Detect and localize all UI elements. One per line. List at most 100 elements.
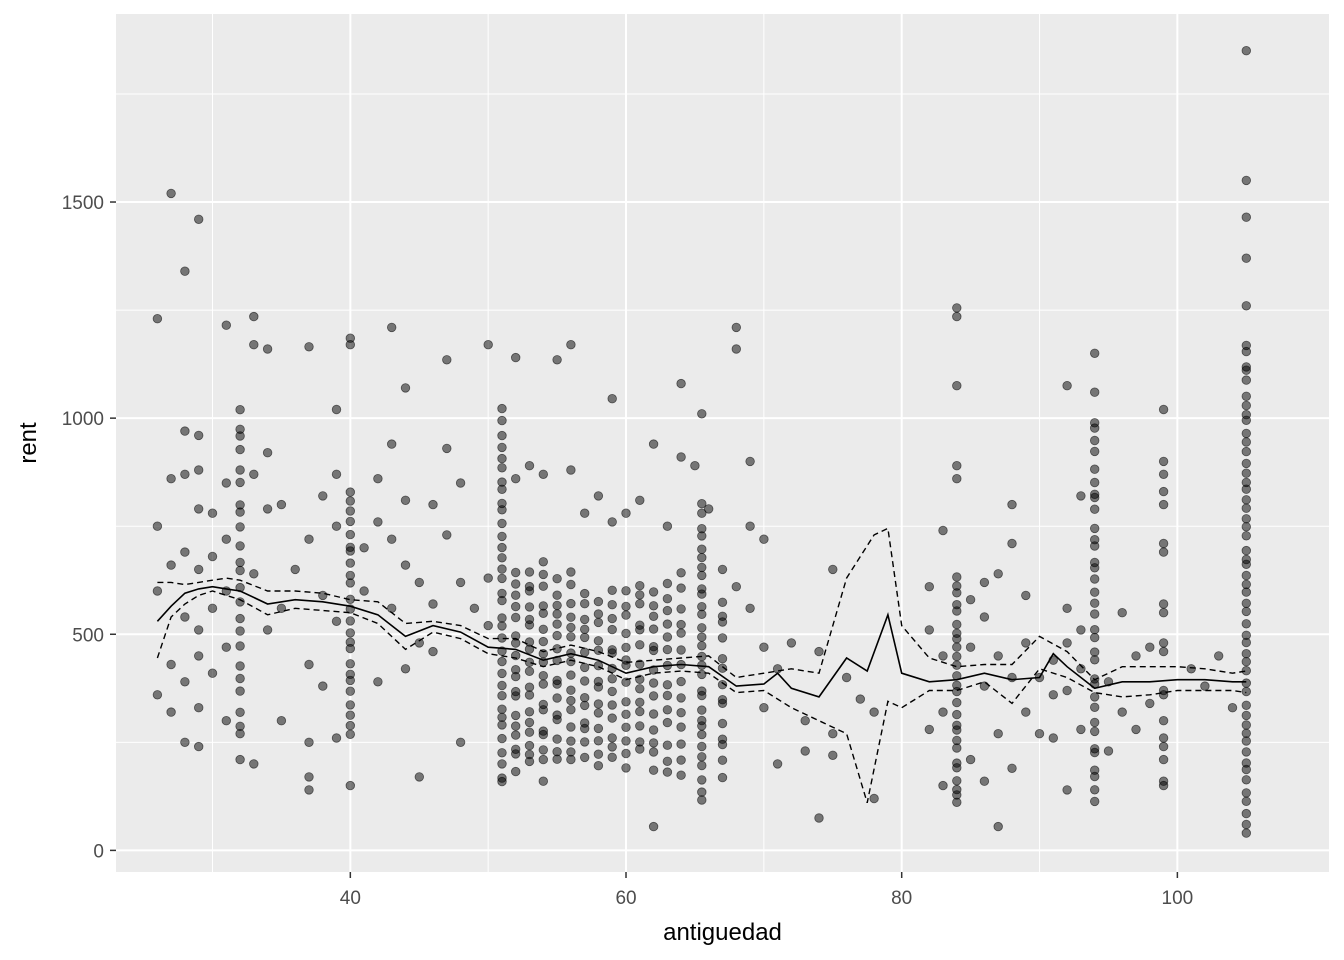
data-point bbox=[483, 573, 493, 583]
data-point bbox=[697, 524, 707, 534]
y-axis-title: rent bbox=[15, 422, 42, 464]
data-point bbox=[731, 582, 742, 592]
data-point bbox=[1131, 724, 1141, 735]
data-point bbox=[524, 740, 535, 751]
data-point bbox=[1021, 707, 1031, 717]
data-point bbox=[648, 611, 659, 622]
data-point bbox=[717, 654, 728, 664]
data-point bbox=[455, 478, 466, 488]
data-point bbox=[1241, 522, 1252, 532]
data-point bbox=[166, 560, 176, 570]
data-point bbox=[1241, 212, 1252, 222]
data-point bbox=[952, 776, 962, 786]
data-point bbox=[1241, 819, 1252, 830]
data-point bbox=[1158, 486, 1169, 497]
data-point bbox=[697, 795, 707, 805]
data-point bbox=[1089, 387, 1100, 397]
data-point bbox=[621, 601, 631, 612]
data-point bbox=[524, 707, 535, 717]
data-point bbox=[1241, 649, 1252, 659]
data-point bbox=[662, 690, 673, 701]
data-point bbox=[965, 642, 976, 652]
data-point bbox=[180, 612, 190, 622]
data-point bbox=[345, 710, 356, 720]
data-point bbox=[373, 517, 383, 527]
data-point bbox=[662, 756, 673, 767]
data-point bbox=[869, 793, 879, 804]
data-point bbox=[387, 603, 397, 614]
data-point bbox=[221, 642, 232, 652]
y-tick-label: 1500 bbox=[62, 193, 104, 214]
data-point bbox=[952, 720, 962, 731]
data-point bbox=[938, 707, 948, 717]
data-point bbox=[290, 564, 300, 575]
data-point bbox=[621, 628, 631, 639]
data-point bbox=[580, 737, 590, 747]
data-point bbox=[697, 499, 707, 509]
data-point bbox=[345, 542, 356, 553]
data-point bbox=[1076, 491, 1086, 501]
data-point bbox=[193, 741, 204, 752]
data-point bbox=[511, 601, 521, 612]
data-point bbox=[580, 718, 590, 728]
data-point bbox=[1007, 672, 1017, 683]
data-point bbox=[511, 766, 521, 777]
data-point bbox=[511, 590, 521, 600]
data-point bbox=[1089, 535, 1100, 545]
data-point bbox=[1062, 381, 1072, 391]
data-point bbox=[552, 630, 562, 641]
data-point bbox=[235, 707, 245, 718]
data-point bbox=[497, 748, 507, 758]
data-point bbox=[1241, 545, 1252, 556]
data-point bbox=[952, 709, 962, 720]
data-point bbox=[697, 544, 707, 554]
data-point bbox=[635, 697, 645, 708]
data-point bbox=[1241, 666, 1252, 676]
data-point bbox=[621, 677, 631, 687]
data-point bbox=[697, 741, 707, 752]
data-point bbox=[697, 508, 707, 518]
data-point bbox=[717, 755, 728, 765]
data-point bbox=[648, 747, 659, 757]
data-point bbox=[1007, 538, 1017, 549]
data-point bbox=[235, 626, 245, 636]
data-point bbox=[1241, 796, 1252, 807]
data-point bbox=[676, 645, 686, 655]
data-point bbox=[676, 452, 686, 462]
data-point bbox=[814, 646, 824, 657]
x-tick-label: 80 bbox=[891, 888, 912, 909]
data-point bbox=[676, 568, 686, 578]
data-point bbox=[552, 609, 562, 619]
data-point bbox=[235, 465, 245, 475]
data-point bbox=[538, 469, 549, 480]
data-point bbox=[469, 603, 480, 614]
data-point bbox=[345, 686, 356, 696]
data-point bbox=[648, 821, 659, 832]
data-point bbox=[345, 570, 356, 581]
data-point bbox=[952, 311, 962, 322]
data-point bbox=[1158, 599, 1169, 609]
data-point bbox=[152, 586, 163, 596]
data-point bbox=[497, 712, 507, 723]
data-point bbox=[1241, 477, 1252, 488]
data-point bbox=[497, 759, 507, 769]
data-point bbox=[318, 681, 328, 691]
data-point bbox=[1062, 603, 1072, 614]
data-point bbox=[1089, 464, 1100, 474]
data-point bbox=[524, 637, 535, 647]
data-point bbox=[697, 715, 707, 726]
data-point bbox=[676, 604, 686, 614]
data-point bbox=[952, 303, 962, 313]
data-point bbox=[552, 574, 562, 584]
data-point bbox=[207, 668, 218, 678]
data-point bbox=[442, 530, 452, 540]
data-point bbox=[1117, 608, 1127, 618]
data-point bbox=[497, 518, 507, 529]
data-point bbox=[1241, 437, 1252, 447]
data-point bbox=[635, 684, 645, 694]
data-point bbox=[428, 646, 438, 657]
data-point bbox=[952, 581, 962, 591]
data-point bbox=[952, 735, 962, 746]
data-point bbox=[1007, 763, 1017, 774]
